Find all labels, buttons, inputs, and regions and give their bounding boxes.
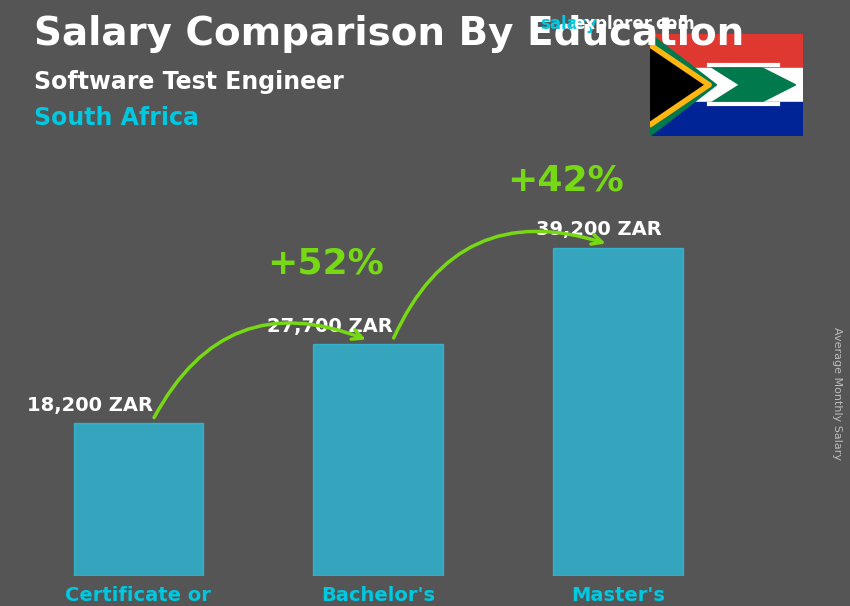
Text: salary: salary	[540, 15, 597, 33]
Text: explorer.com: explorer.com	[574, 15, 695, 33]
Text: Master's
Degree: Master's Degree	[571, 586, 665, 606]
Text: Salary Comparison By Education: Salary Comparison By Education	[34, 15, 745, 53]
Text: 27,700 ZAR: 27,700 ZAR	[267, 316, 393, 336]
Text: Average Monthly Salary: Average Monthly Salary	[832, 327, 842, 461]
Polygon shape	[709, 65, 796, 104]
FancyArrowPatch shape	[394, 231, 602, 338]
Bar	[650, 102, 803, 136]
Bar	[314, 344, 443, 576]
Bar	[553, 248, 683, 576]
Text: Certificate or
Diploma: Certificate or Diploma	[65, 586, 212, 606]
Text: 39,200 ZAR: 39,200 ZAR	[536, 221, 661, 239]
Text: Software Test Engineer: Software Test Engineer	[34, 70, 343, 94]
Bar	[74, 424, 203, 576]
Text: +42%: +42%	[507, 164, 624, 198]
Text: South Africa: South Africa	[34, 106, 199, 130]
Bar	[650, 68, 803, 102]
Polygon shape	[650, 43, 704, 127]
Text: +52%: +52%	[267, 246, 383, 281]
Bar	[650, 34, 803, 68]
FancyArrowPatch shape	[154, 323, 362, 418]
Polygon shape	[650, 34, 717, 136]
Text: Bachelor's
Degree: Bachelor's Degree	[321, 586, 435, 606]
Text: 18,200 ZAR: 18,200 ZAR	[27, 396, 154, 415]
